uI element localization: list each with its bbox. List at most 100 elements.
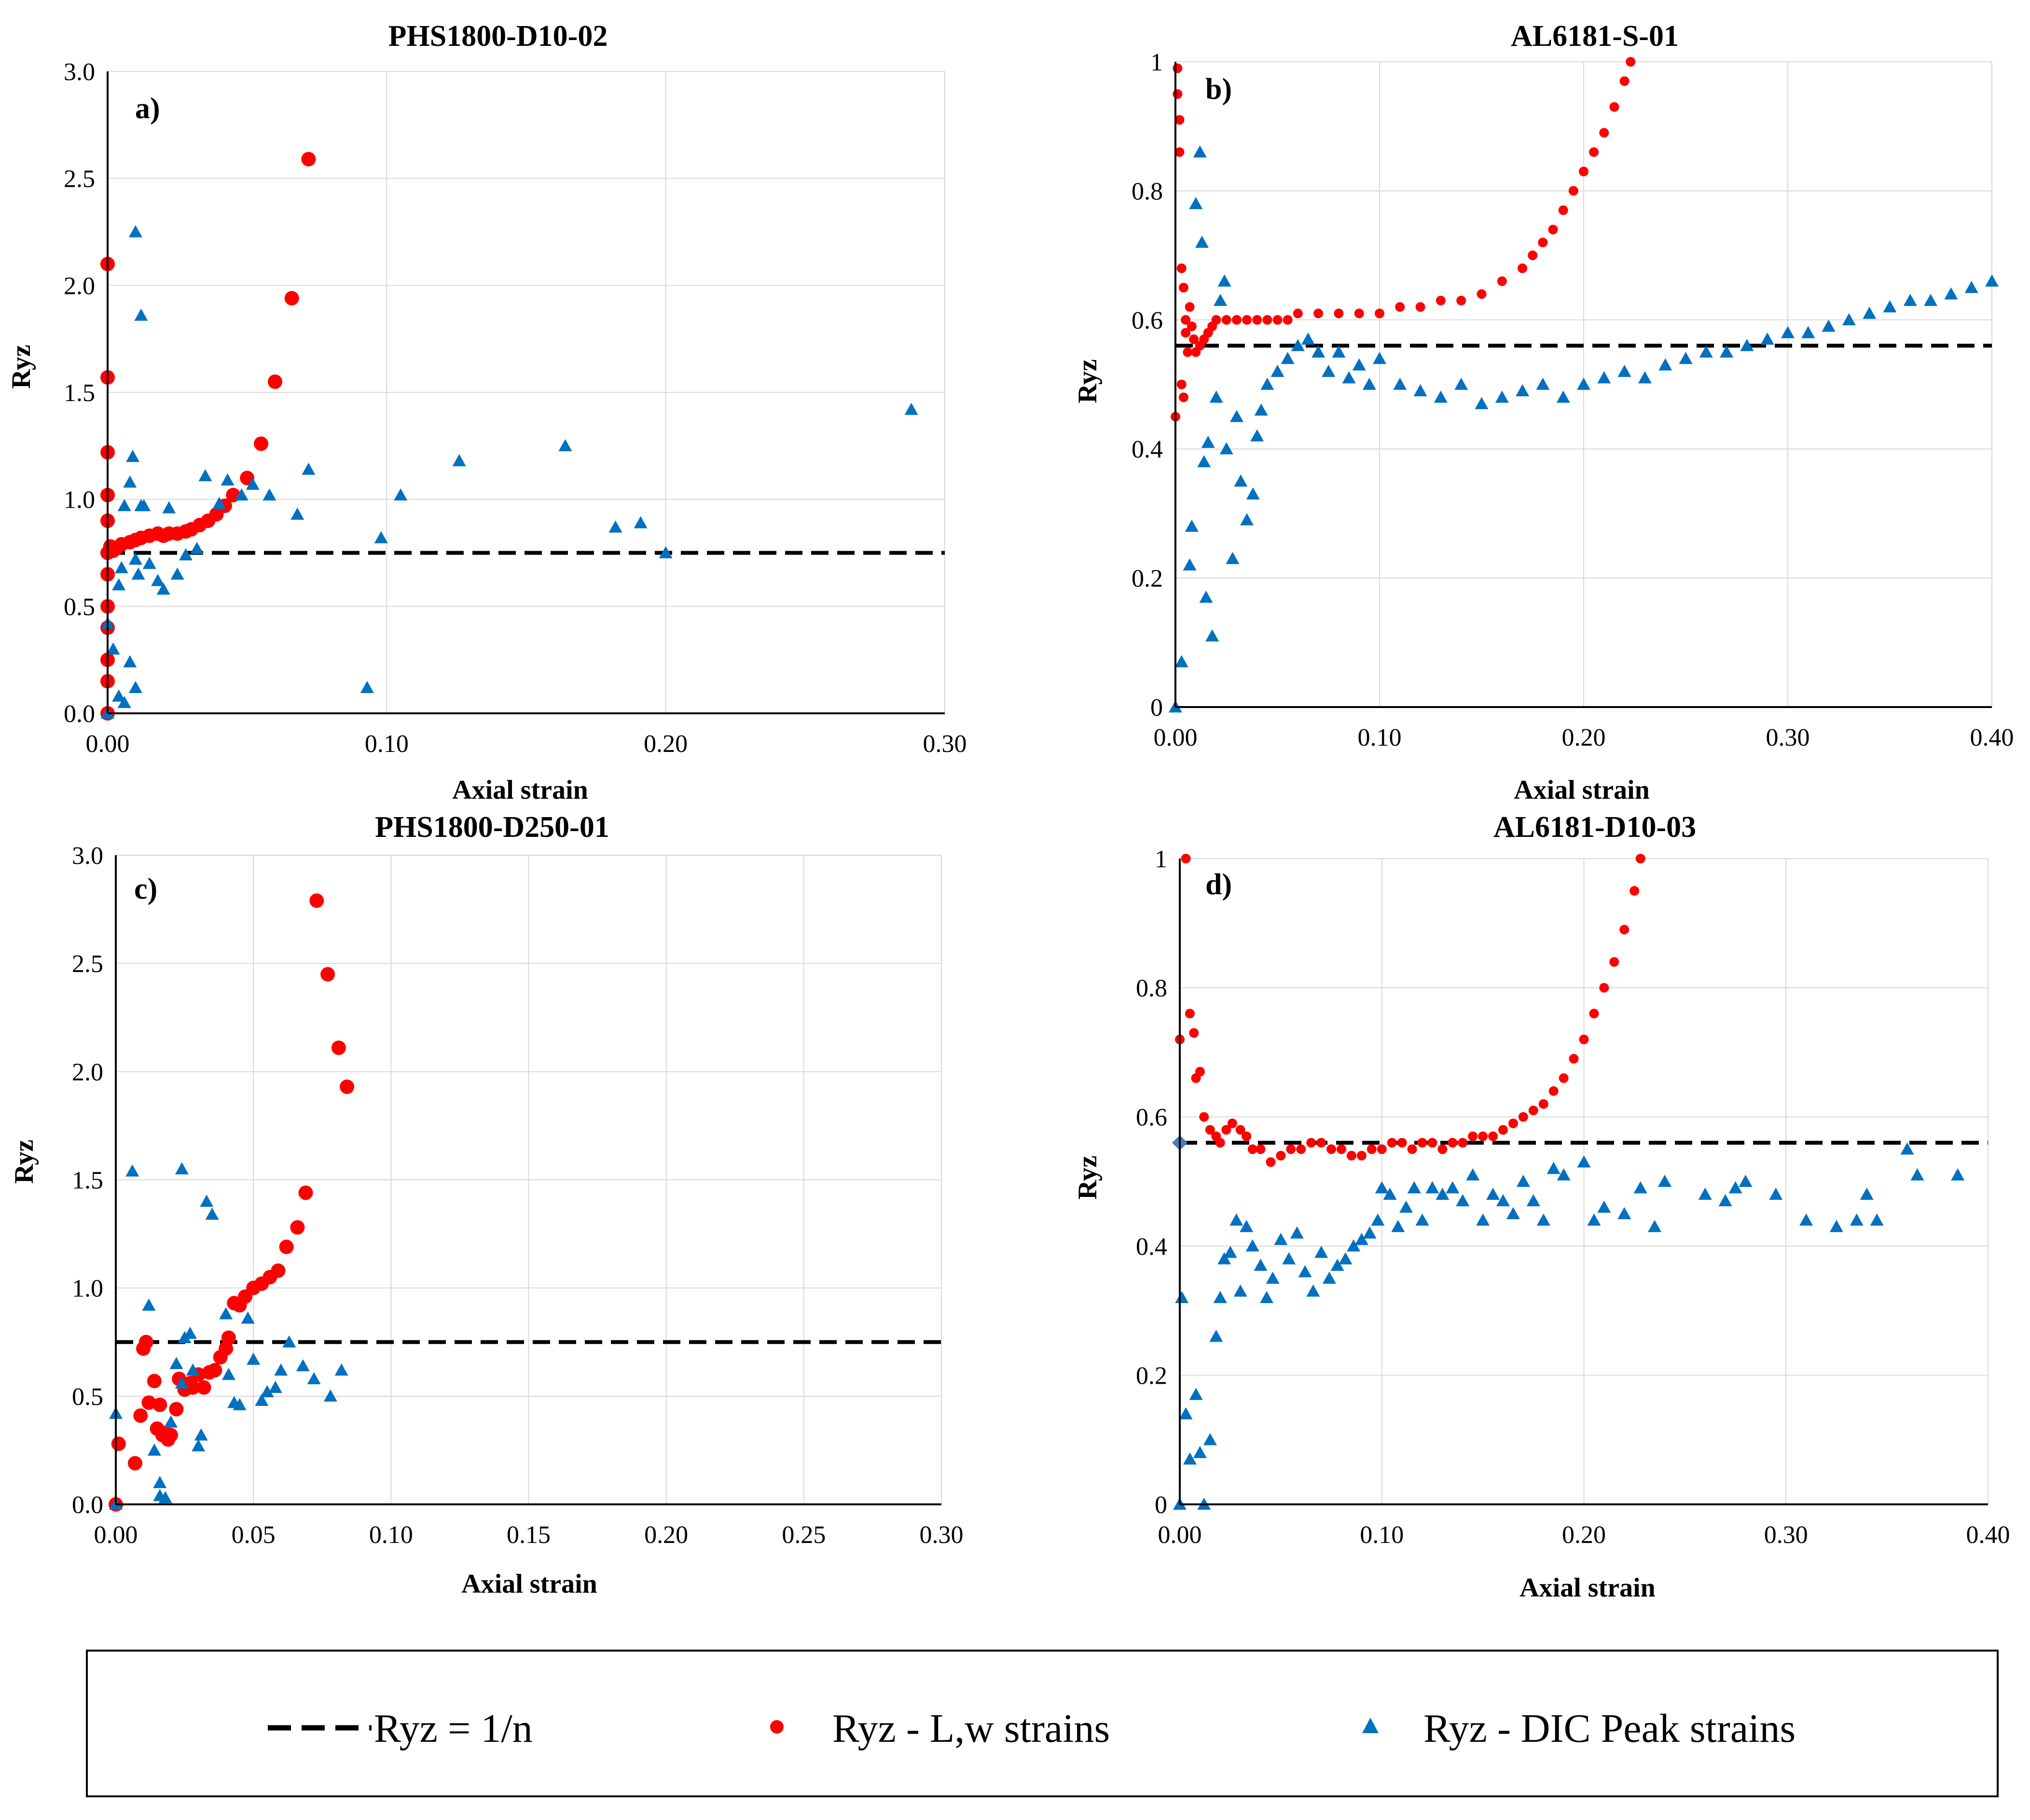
data-point-dic-peak [1246,487,1260,500]
data-point-dic-peak [608,520,622,533]
data-point-dic-peak [1240,513,1254,526]
data-point-dic-peak [175,1162,189,1175]
y-tick-label: 1 [1150,49,1163,76]
data-point-dic-peak [558,439,572,452]
data-point-lw [1626,57,1636,67]
data-point-dic-peak [1314,1246,1328,1258]
data-point-dic-peak [1199,590,1213,603]
data-point-dic-peak [290,507,304,520]
data-point-dic-peak [192,1439,206,1452]
data-point-lw [1437,1144,1448,1154]
data-point-lw [1276,1151,1286,1161]
data-point-dic-peak [1354,1233,1368,1245]
data-point-dic-peak [1740,339,1754,351]
data-point-lw [1579,1034,1589,1044]
data-point-lw [1488,1131,1498,1141]
panel-letter: b) [1205,73,1232,106]
data-point-dic-peak [1587,1213,1601,1226]
data-point-lw [1415,302,1425,312]
x-tick-label: 0.25 [782,1521,826,1549]
data-point-lw [1630,886,1640,896]
data-point-dic-peak [1456,1194,1470,1207]
data-point-dic-peak [162,501,176,514]
y-tick-label: 1 [1155,846,1167,873]
data-point-lw [1538,1099,1548,1109]
data-point-dic-peak [1266,1271,1280,1284]
legend: Ryz = 1/n Ryz - L,w strains Ryz - DIC Pe… [86,1650,1999,1797]
x-tick-label: 0.05 [232,1521,276,1549]
data-point-lw [1195,1067,1205,1077]
data-point-dic-peak [1203,1433,1217,1445]
data-point-lw [1189,334,1199,344]
data-point-dic-peak [255,1393,269,1406]
data-point-dic-peak [1195,236,1209,248]
data-point-lw [1559,1073,1569,1083]
x-axis-label: Axial strain [461,1569,597,1599]
data-point-lw [1346,1151,1356,1161]
data-point-dic-peak [156,582,170,595]
chart-title: PHS1800-D10-02 [388,20,608,53]
data-point-lw [1262,315,1272,325]
data-point-lw [1427,1138,1437,1148]
y-tick-label: 0 [1155,1491,1167,1519]
data-point-lw [1316,1138,1326,1148]
data-point-dic-peak [1822,320,1836,332]
data-point-lw [1326,1144,1337,1154]
data-point-dic-peak [1760,332,1774,345]
data-point-dic-peak [1209,390,1223,403]
data-point-lw [1548,1086,1559,1096]
y-tick-label: 0.4 [1132,436,1163,463]
data-point-dic-peak [153,1489,167,1501]
data-point-dic-peak [1436,1187,1450,1200]
data-point-lw [1235,1125,1245,1135]
data-point-dic-peak [1363,1226,1377,1239]
data-point-lw [1306,1138,1316,1148]
data-point-lw [1283,315,1293,325]
data-point-lw [1518,1112,1528,1122]
data-point-lw [1337,1144,1346,1154]
data-point-dic-peak [394,488,408,500]
chart-panel-c: PHS1800-D250-01 0.00 0.05 0.10 0.15 0.20 0.25… [9,811,964,1599]
data-point-dic-peak [1383,1187,1397,1200]
data-point-dic-peak [221,473,235,486]
data-point-dic-peak [1486,1187,1500,1200]
data-point-dic-peak [1944,287,1958,300]
data-point-dic-peak [1179,1407,1193,1419]
data-point-lw [1609,102,1619,112]
data-point-dic-peak [1577,377,1590,390]
data-point-dic-peak [1342,371,1356,384]
data-point-dic-peak [1799,1213,1813,1226]
data-point-lw [1181,854,1191,863]
y-tick-label: 2.5 [64,166,95,193]
x-tick-label: 0.20 [1562,1521,1606,1549]
data-point-dic-peak [1910,1168,1924,1181]
data-point-dic-peak [1536,377,1550,390]
data-point-dic-peak [1577,1155,1591,1168]
data-point-lw [320,967,335,982]
data-point-dic-peak [1322,364,1336,377]
data-point-lw [111,1436,126,1451]
data-point-lw [1397,1138,1407,1148]
data-point-lw [219,1341,234,1356]
data-point-lw [1199,1112,1209,1122]
legend-triangle-swatch [1362,1718,1379,1733]
data-point-lw [1174,115,1185,125]
data-point-dic-peak [1860,1187,1874,1200]
y-tick-label: 2.5 [72,950,103,978]
panel-letter: d) [1205,868,1232,901]
x-tick-label: 0.20 [644,1521,688,1549]
y-tick-label: 0.4 [1136,1233,1167,1261]
data-point-dic-peak [268,1380,282,1393]
data-point-dic-peak [128,225,142,237]
data-point-dic-peak [1260,1291,1274,1304]
data-point-dic-peak [246,477,260,490]
x-tick-label: 0.40 [1966,1521,2010,1549]
data-point-lw [1173,89,1183,99]
data-point-dic-peak [1850,1213,1864,1226]
data-point-dic-peak [221,1368,235,1380]
data-point-dic-peak [1223,1246,1237,1258]
data-point-dic-peak [1209,1330,1223,1342]
data-point-dic-peak [1547,1162,1560,1174]
y-axis-label: Ryz [1073,1155,1103,1199]
data-point-lw [1252,315,1262,325]
